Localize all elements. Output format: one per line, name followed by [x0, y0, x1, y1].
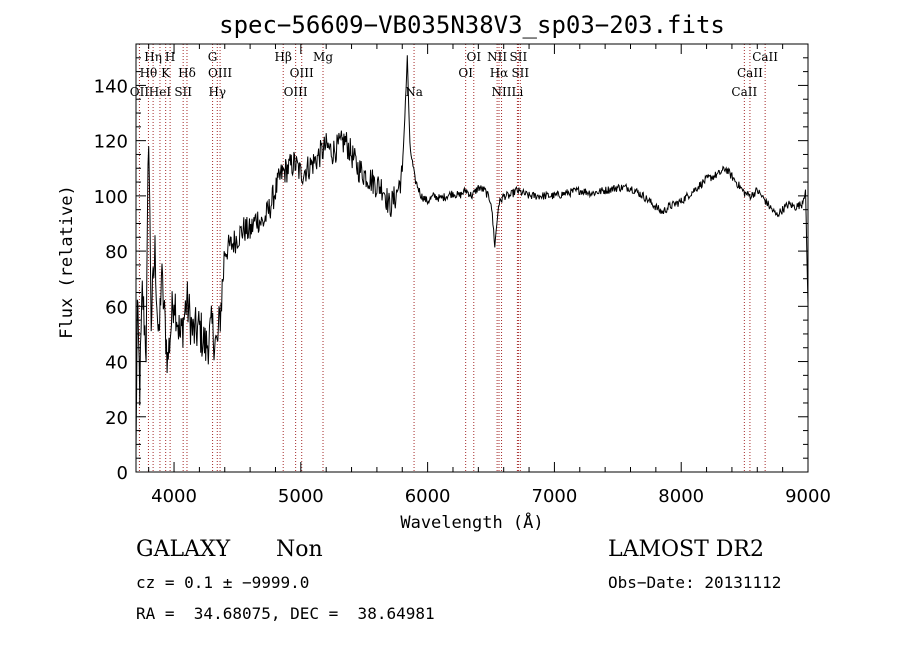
x-tick-label: 8000 [658, 486, 704, 507]
x-tick-label: 6000 [405, 486, 451, 507]
spectral-line-label: OI [466, 50, 481, 64]
plot-frame [135, 43, 809, 473]
spectral-line-labels: OII Hθ Hη HeI KH SII Hδ G OIII Hγ Hβ OIII OIII Mg Na OI… [130, 50, 779, 99]
spectral-line-label: Hα [490, 66, 509, 80]
spectral-line-label: Mg [313, 50, 333, 64]
spectral-line-label: OIII [208, 66, 232, 80]
y-tick-label: 20 [105, 408, 128, 429]
chart-title: spec−56609−VB035N38V3_sp03−203.fits [219, 11, 725, 39]
spectral-line-label: CaII [737, 66, 763, 80]
y-tick-label: 100 [94, 187, 128, 208]
spectral-line-label: Hβ [275, 50, 292, 64]
spectral-line-label: Hδ [178, 66, 196, 80]
spectral-line-markers [138, 44, 766, 472]
spectral-line-label: OIII [290, 66, 314, 80]
object-class: GALAXY [136, 537, 231, 562]
y-axis-label: Flux (relative) [57, 185, 77, 339]
spectral-line-label: SII [511, 66, 529, 80]
spectral-line-label: CaII [752, 50, 778, 64]
y-tick-label: 40 [105, 353, 128, 374]
redshift-readout: cz = 0.1 ± −9999.0 [136, 573, 310, 592]
spectrum-line [135, 55, 809, 451]
spectral-line-label: OII [130, 85, 150, 99]
spectral-line-label: Hγ [208, 85, 226, 99]
survey-name: LAMOST DR2 [608, 537, 764, 562]
coordinates-readout: RA = 34.68075, DEC = 38.64981 [136, 604, 435, 623]
spectral-line-label: Hη [144, 50, 162, 64]
spectral-line-label: Hθ [140, 66, 158, 80]
spectral-line-label: Na [405, 85, 423, 99]
spectral-line-label: OIII [284, 85, 308, 99]
y-tick-label: 60 [105, 297, 128, 318]
spectral-line-label: H [165, 50, 175, 64]
spectral-line-label: HeI [149, 85, 172, 99]
spectral-line-label: Li [511, 85, 523, 99]
y-tick-label: 140 [94, 76, 128, 97]
y-tick-label: 80 [105, 242, 128, 263]
spectral-line-label: OI [458, 66, 473, 80]
spectral-line-label: NII [492, 85, 512, 99]
spectral-line-label: NII [487, 50, 507, 64]
spectral-line-label: SII [174, 85, 192, 99]
observation-date: Obs−Date: 20131112 [608, 573, 782, 592]
x-tick-label: 5000 [278, 486, 324, 507]
x-tick-label: 9000 [785, 486, 831, 507]
spectral-line-label: G [208, 50, 218, 64]
spectral-line-label: CaII [731, 85, 757, 99]
axis-ticks: 4000 5000 6000 7000 8000 9000 0 20 40 60 80 100 120 1… [94, 44, 831, 507]
object-subclass: Non [276, 537, 323, 562]
spectral-line-label: SII [510, 50, 528, 64]
x-axis-label: Wavelength (Å) [400, 511, 543, 533]
spectral-line-label: K [161, 66, 171, 80]
x-tick-label: 4000 [151, 486, 197, 507]
x-tick-label: 7000 [532, 486, 578, 507]
y-tick-label: 120 [94, 132, 128, 153]
y-tick-label: 0 [117, 463, 128, 484]
